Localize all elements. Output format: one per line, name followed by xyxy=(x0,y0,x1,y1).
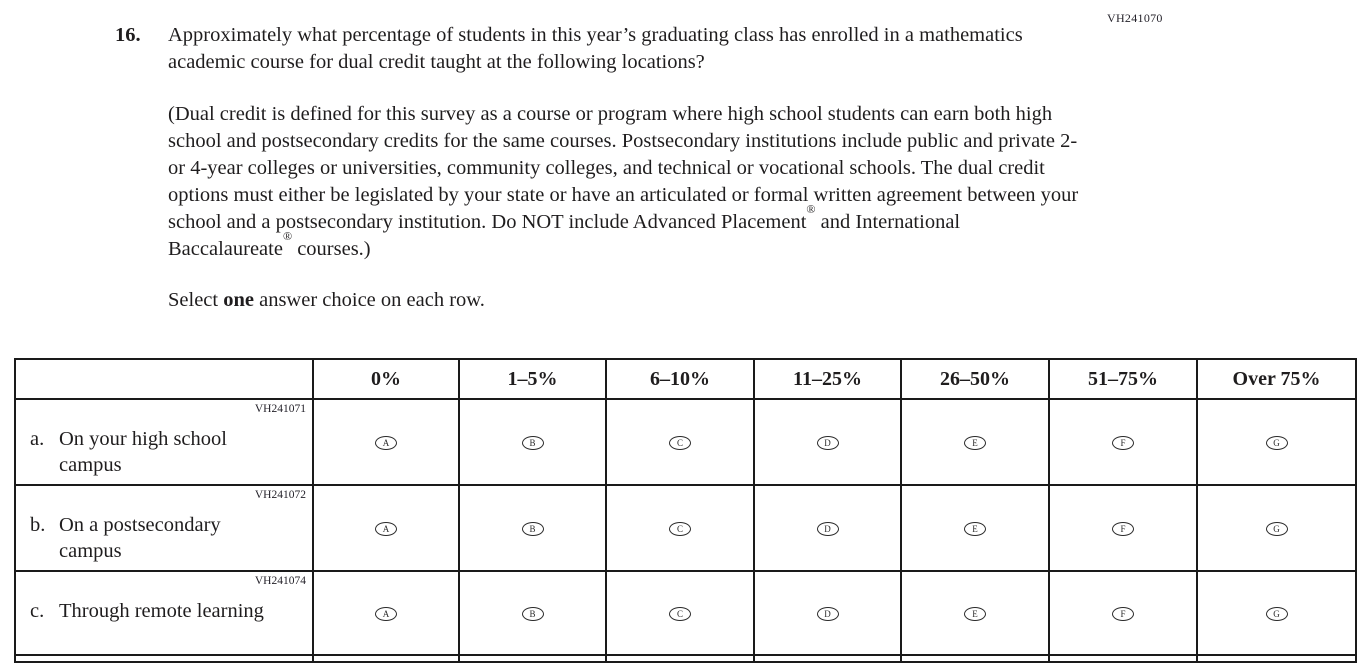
row-a-choice-bubble-D[interactable]: D xyxy=(816,436,839,450)
stub-cell xyxy=(312,654,460,663)
row-a-choice-bubble-F[interactable]: F xyxy=(1112,436,1134,450)
row-a-choice-cell-A: A xyxy=(312,398,460,486)
question-number: 16. xyxy=(115,24,141,46)
instruction-bold: one xyxy=(223,289,254,311)
stub-cell xyxy=(14,654,314,663)
registered-mark-icon: ® xyxy=(282,229,293,244)
row-b-letter: b. xyxy=(30,514,46,536)
header-col-0pct: 0% xyxy=(312,358,460,400)
question-16: 16. Approximately what percentage of stu… xyxy=(115,22,1098,314)
row-b-choice-cell-F: F xyxy=(1048,484,1198,572)
row-b-choice-bubble-B[interactable]: B xyxy=(521,522,544,536)
row-a-choice-bubble-C[interactable]: C xyxy=(669,436,691,450)
instruction-pre: Select xyxy=(168,289,224,311)
row-b-label-line: b. On a postsecondary campus xyxy=(30,512,306,564)
row-a-letter: a. xyxy=(30,428,45,450)
row-a-choice-cell-D: D xyxy=(753,398,902,486)
definition-segment-2: and International Baccalaureate xyxy=(168,211,961,260)
row-c-choice-bubble-G[interactable]: G xyxy=(1265,607,1288,621)
answer-table: 0% 1–5% 6–10% 11–25% 26–50% 51–75% Over … xyxy=(14,358,1357,663)
instruction-post: answer choice on each row. xyxy=(253,289,485,311)
row-c-item-code: VH241074 xyxy=(254,575,306,587)
row-c-label: Through remote learning xyxy=(59,600,264,622)
row-b-choice-bubble-G[interactable]: G xyxy=(1265,522,1288,536)
row-a-choice-bubble-G[interactable]: G xyxy=(1265,436,1288,450)
row-a-label-cell: VH241071 a. On your high school campus xyxy=(14,398,314,486)
row-c-choice-cell-C: C xyxy=(605,570,755,656)
row-b-choice-cell-C: C xyxy=(605,484,755,572)
registered-mark-icon: ® xyxy=(806,202,816,217)
row-a-choice-cell-G: G xyxy=(1196,398,1357,486)
stub-cell xyxy=(605,654,755,663)
row-c-choice-bubble-C[interactable]: C xyxy=(669,607,691,621)
stub-cell xyxy=(900,654,1050,663)
row-a-choice-bubble-A[interactable]: A xyxy=(375,436,397,450)
header-col-26-50pct: 26–50% xyxy=(900,358,1050,400)
header-col-over-75pct: Over 75% xyxy=(1196,358,1357,400)
row-c-choice-cell-A: A xyxy=(312,570,460,656)
table-row-c: VH241074 c. Through remote learning A B … xyxy=(14,570,1357,656)
row-b-item-code: VH241072 xyxy=(254,489,306,501)
row-b-choice-bubble-D[interactable]: D xyxy=(816,522,839,536)
row-b-choice-cell-B: B xyxy=(458,484,607,572)
row-b-label: On a postsecondary campus xyxy=(59,514,221,562)
row-c-choice-cell-G: G xyxy=(1196,570,1357,656)
row-b-choice-bubble-E[interactable]: E xyxy=(964,522,986,536)
table-bottom-stub-row xyxy=(14,654,1357,663)
row-c-choice-bubble-B[interactable]: B xyxy=(521,607,544,621)
row-b-choice-cell-A: A xyxy=(312,484,460,572)
row-c-label-line: c. Through remote learning xyxy=(30,598,306,624)
stub-cell xyxy=(1196,654,1357,663)
stub-cell xyxy=(1048,654,1198,663)
table-row-b: VH241072 b. On a postsecondary campus A … xyxy=(14,484,1357,572)
row-b-choice-cell-D: D xyxy=(753,484,902,572)
definition-segment-3: courses.) xyxy=(292,238,371,260)
question-text: Approximately what percentage of student… xyxy=(168,24,1023,73)
stub-cell xyxy=(458,654,607,663)
header-col-11-25pct: 11–25% xyxy=(753,358,902,400)
row-c-choice-bubble-D[interactable]: D xyxy=(816,607,839,621)
row-b-choice-cell-E: E xyxy=(900,484,1050,572)
form-code: VH241070 xyxy=(1107,11,1163,25)
instruction-text: Select one answer choice on each row. xyxy=(168,287,1098,314)
row-a-choice-bubble-E[interactable]: E xyxy=(964,436,986,450)
row-b-choice-cell-G: G xyxy=(1196,484,1357,572)
stub-cell xyxy=(753,654,902,663)
row-c-choice-cell-E: E xyxy=(900,570,1050,656)
header-col-1-5pct: 1–5% xyxy=(458,358,607,400)
row-c-choice-cell-B: B xyxy=(458,570,607,656)
row-a-choice-cell-B: B xyxy=(458,398,607,486)
header-col-6-10pct: 6–10% xyxy=(605,358,755,400)
row-c-label-cell: VH241074 c. Through remote learning xyxy=(14,570,314,656)
row-a-choice-cell-E: E xyxy=(900,398,1050,486)
table-row-a: VH241071 a. On your high school campus A… xyxy=(14,398,1357,486)
row-a-choice-bubble-B[interactable]: B xyxy=(521,436,544,450)
question-body: Approximately what percentage of student… xyxy=(168,22,1098,314)
row-c-choice-bubble-F[interactable]: F xyxy=(1112,607,1134,621)
row-b-choice-bubble-A[interactable]: A xyxy=(375,522,397,536)
row-a-choice-cell-F: F xyxy=(1048,398,1198,486)
row-a-choice-cell-C: C xyxy=(605,398,755,486)
row-a-item-code: VH241071 xyxy=(254,403,306,415)
definition-text: (Dual credit is defined for this survey … xyxy=(168,101,1083,263)
row-c-choice-bubble-A[interactable]: A xyxy=(375,607,397,621)
row-c-choice-cell-D: D xyxy=(753,570,902,656)
row-a-label-line: a. On your high school campus xyxy=(30,426,306,478)
row-b-choice-bubble-F[interactable]: F xyxy=(1112,522,1134,536)
row-b-label-cell: VH241072 b. On a postsecondary campus xyxy=(14,484,314,572)
row-c-choice-cell-F: F xyxy=(1048,570,1198,656)
row-c-choice-bubble-E[interactable]: E xyxy=(964,607,986,621)
row-b-choice-bubble-C[interactable]: C xyxy=(669,522,691,536)
row-c-letter: c. xyxy=(30,600,45,622)
header-col-51-75pct: 51–75% xyxy=(1048,358,1198,400)
header-empty-cell xyxy=(14,358,314,400)
header-row: 0% 1–5% 6–10% 11–25% 26–50% 51–75% Over … xyxy=(14,358,1357,400)
definition-segment-1: (Dual credit is defined for this survey … xyxy=(168,103,1079,233)
row-a-label: On your high school campus xyxy=(59,428,227,476)
